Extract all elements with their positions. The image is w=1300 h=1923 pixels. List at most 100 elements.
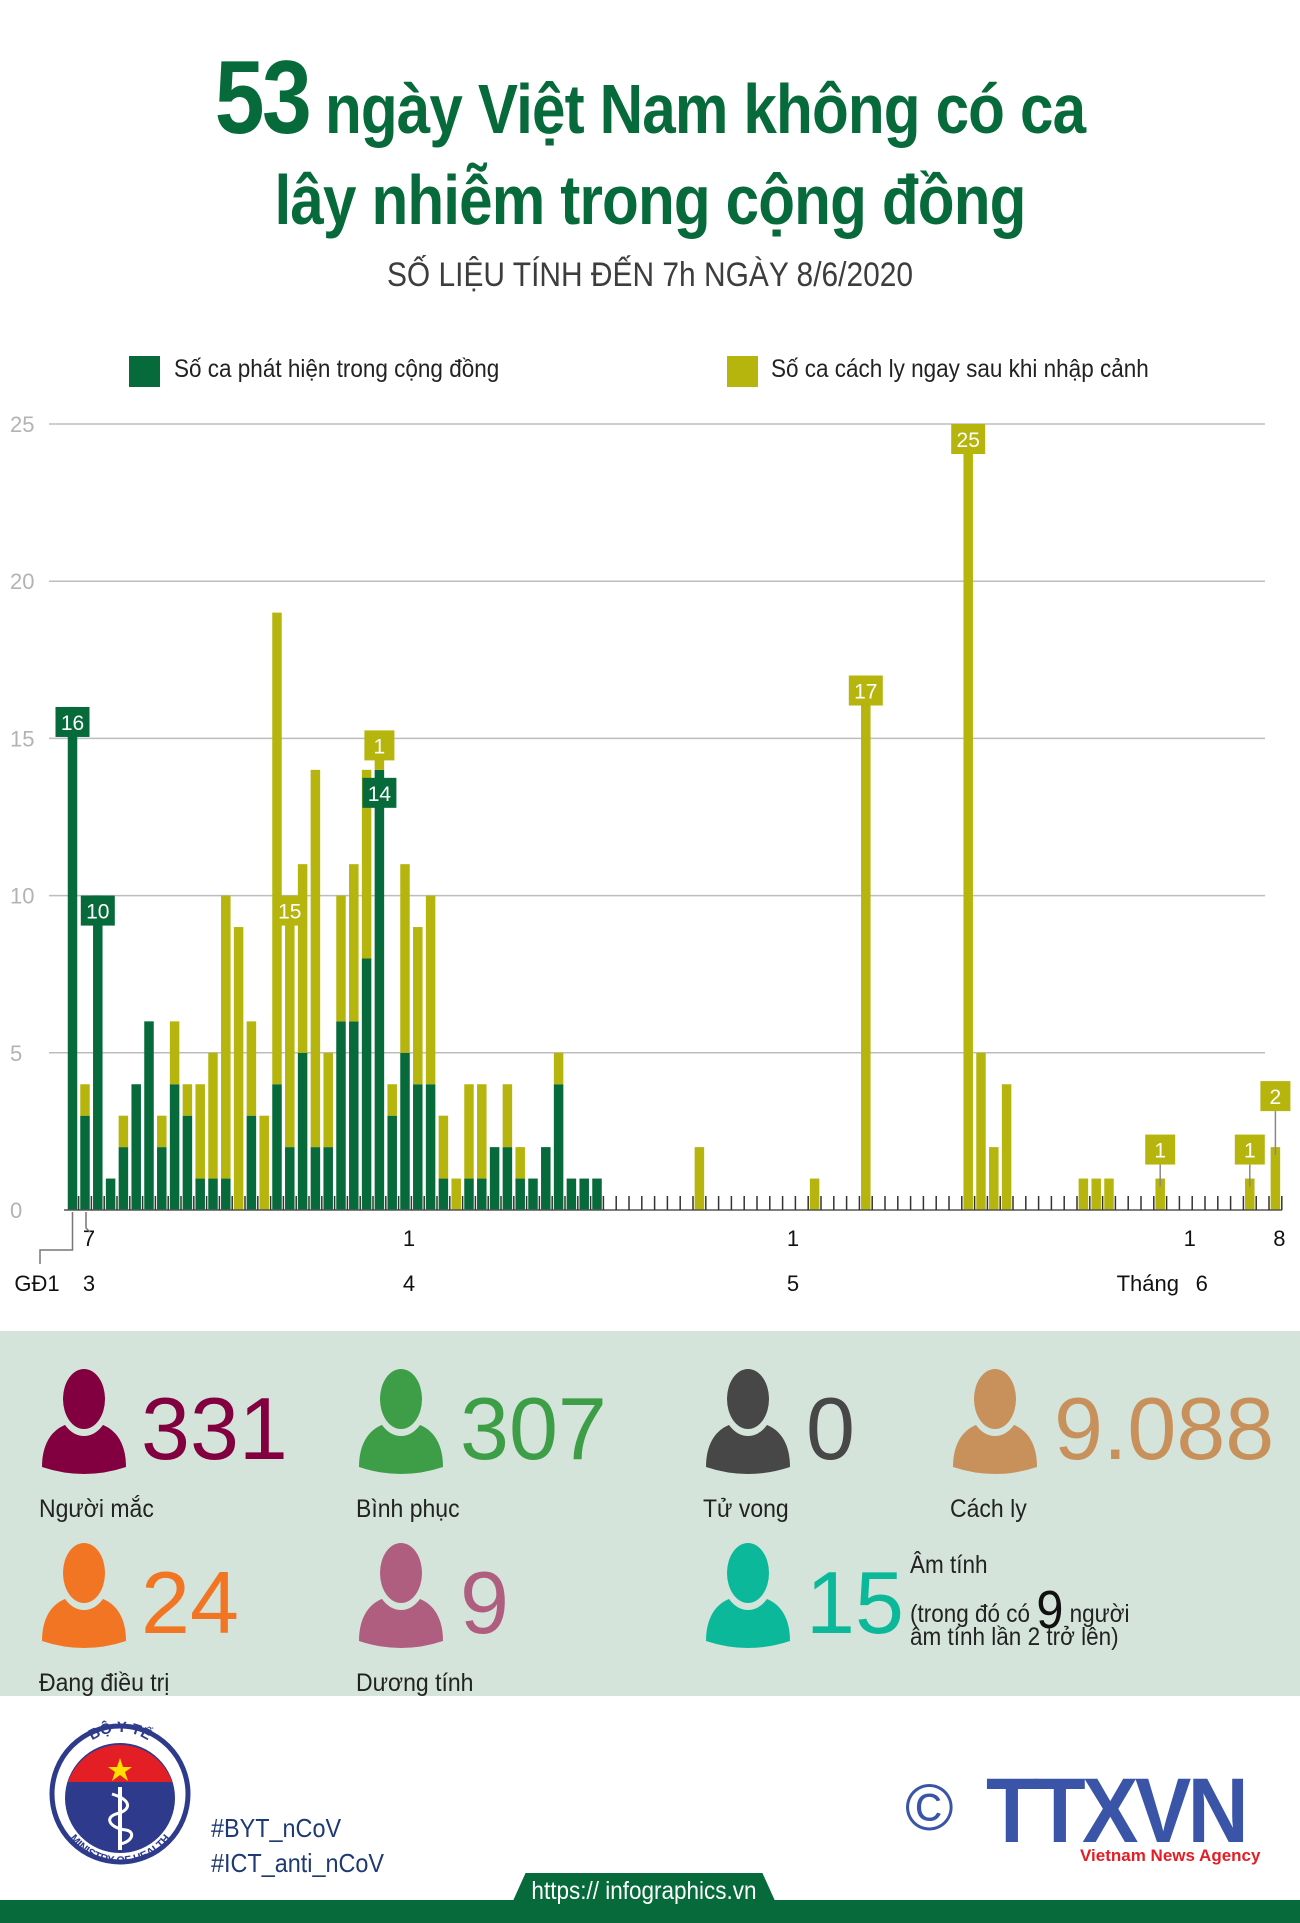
bar-imported xyxy=(963,424,973,1210)
bar-community xyxy=(387,1115,397,1210)
bar-community xyxy=(566,1178,577,1210)
start-connector xyxy=(85,1212,91,1233)
y-tick-label: 15 xyxy=(10,726,34,751)
bar-imported xyxy=(1078,1178,1089,1210)
title-line-1-text: ngày Việt Nam không có ca xyxy=(324,70,1086,148)
x-tick-day: 1 xyxy=(403,1226,415,1251)
bar-imported xyxy=(169,1021,180,1085)
data-label-box xyxy=(848,675,883,706)
data-label-box xyxy=(364,730,395,761)
x-tick-day: 1 xyxy=(787,1226,799,1251)
person-icon xyxy=(706,1541,790,1648)
hashtag-byt[interactable]: #BYT_nCoV xyxy=(211,1813,342,1843)
data-label: 15 xyxy=(278,901,301,924)
stat-label: Người mắc xyxy=(39,1495,154,1523)
data-label-box xyxy=(362,777,397,808)
bar-imported xyxy=(297,864,308,1053)
bar-community xyxy=(541,1147,551,1210)
phase-label: GĐ1 xyxy=(14,1271,59,1296)
bar-imported xyxy=(246,1021,257,1116)
bar-imported xyxy=(515,1147,525,1179)
y-tick-label: 25 xyxy=(10,412,34,437)
hashtag-ict[interactable]: #ICT_anti_nCoV xyxy=(211,1848,385,1878)
bar-imported xyxy=(1001,1084,1012,1210)
bar-imported xyxy=(349,864,359,1022)
stat-label: Tử vong xyxy=(703,1495,789,1523)
bar-community xyxy=(169,1084,180,1210)
bar-imported xyxy=(553,1052,564,1085)
negative-detail-prefix: (trong đó có xyxy=(910,1600,1037,1628)
bar-community xyxy=(438,1178,449,1210)
bar-community xyxy=(93,895,103,1210)
x-tick-day: 8 xyxy=(1273,1226,1285,1251)
bar-imported xyxy=(195,1084,205,1179)
bar-imported xyxy=(285,895,295,1148)
stat-label: Cách ly xyxy=(950,1495,1027,1523)
bar-imported xyxy=(182,1084,193,1116)
bar-imported xyxy=(413,927,423,1085)
bar-community xyxy=(489,1147,500,1210)
data-label-box xyxy=(1234,1134,1265,1165)
legend-swatch-community xyxy=(129,356,160,387)
bar-community xyxy=(144,1021,154,1210)
bar-community xyxy=(349,1021,359,1210)
x-tick-month: 3 xyxy=(83,1271,95,1296)
bar-imported xyxy=(451,1178,461,1210)
bar-imported xyxy=(323,1052,333,1148)
data-label-box xyxy=(1145,1134,1176,1165)
data-label: 16 xyxy=(61,712,84,735)
data-label-box xyxy=(1260,1081,1291,1112)
bars xyxy=(67,424,1281,1210)
stat-value: 307 xyxy=(460,1379,607,1478)
bar-community xyxy=(464,1178,474,1210)
bar-imported xyxy=(861,675,871,1210)
bar-community xyxy=(272,1084,282,1210)
stat-label: Đang điều trị xyxy=(39,1669,170,1697)
bar-community xyxy=(105,1178,116,1210)
bar-community xyxy=(80,1115,90,1210)
bar-community xyxy=(553,1084,564,1210)
phase-connector xyxy=(39,1212,74,1264)
bar-imported xyxy=(221,895,231,1179)
bar-imported xyxy=(438,1115,449,1179)
title-number: 53 xyxy=(214,40,312,156)
bar-imported xyxy=(1104,1178,1114,1210)
y-tick-label: 20 xyxy=(10,569,34,594)
person-icon xyxy=(42,1367,126,1474)
bar-community xyxy=(221,1178,231,1210)
bar-community xyxy=(208,1178,218,1210)
data-label-box xyxy=(272,895,307,926)
stat-value: 24 xyxy=(141,1553,239,1652)
website-link[interactable]: https:// infographics.vn xyxy=(531,1877,757,1905)
data-label: 1 xyxy=(1244,1140,1256,1163)
bar-community xyxy=(195,1178,205,1210)
bar-imported xyxy=(387,1084,397,1116)
bar-community xyxy=(118,1147,129,1210)
person-icon xyxy=(953,1367,1037,1474)
bar-imported xyxy=(118,1115,129,1148)
negative-label: Âm tính xyxy=(910,1551,988,1579)
x-tick-day: 7 xyxy=(83,1226,95,1251)
person-icon xyxy=(359,1541,443,1648)
legend-label-imported: Số ca cách ly ngay sau khi nhập cảnh xyxy=(771,355,1149,383)
data-label: 17 xyxy=(854,681,877,704)
bar-community xyxy=(515,1178,525,1210)
data-labels: 16 10 15 1 14 17 25 1 1 2 xyxy=(55,424,1291,1187)
legend-label-community: Số ca phát hiện trong cộng đồng xyxy=(174,355,500,383)
bar-imported xyxy=(502,1084,513,1148)
bar-imported xyxy=(477,1084,487,1179)
bar-imported xyxy=(976,1052,986,1210)
person-icon xyxy=(42,1541,126,1648)
bar-community xyxy=(477,1178,487,1210)
bar-imported xyxy=(694,1147,705,1210)
bar-community xyxy=(592,1178,602,1210)
bar-imported xyxy=(989,1147,999,1210)
data-label: 1 xyxy=(1154,1140,1166,1163)
x-tick-day: 1 xyxy=(1184,1226,1196,1251)
bar-community xyxy=(413,1084,423,1210)
moh-logo-top-text: BỘ Y TẾ xyxy=(86,1719,155,1744)
bar-community xyxy=(157,1147,167,1210)
stat-value: 331 xyxy=(141,1379,288,1478)
bar-imported xyxy=(272,612,282,1085)
